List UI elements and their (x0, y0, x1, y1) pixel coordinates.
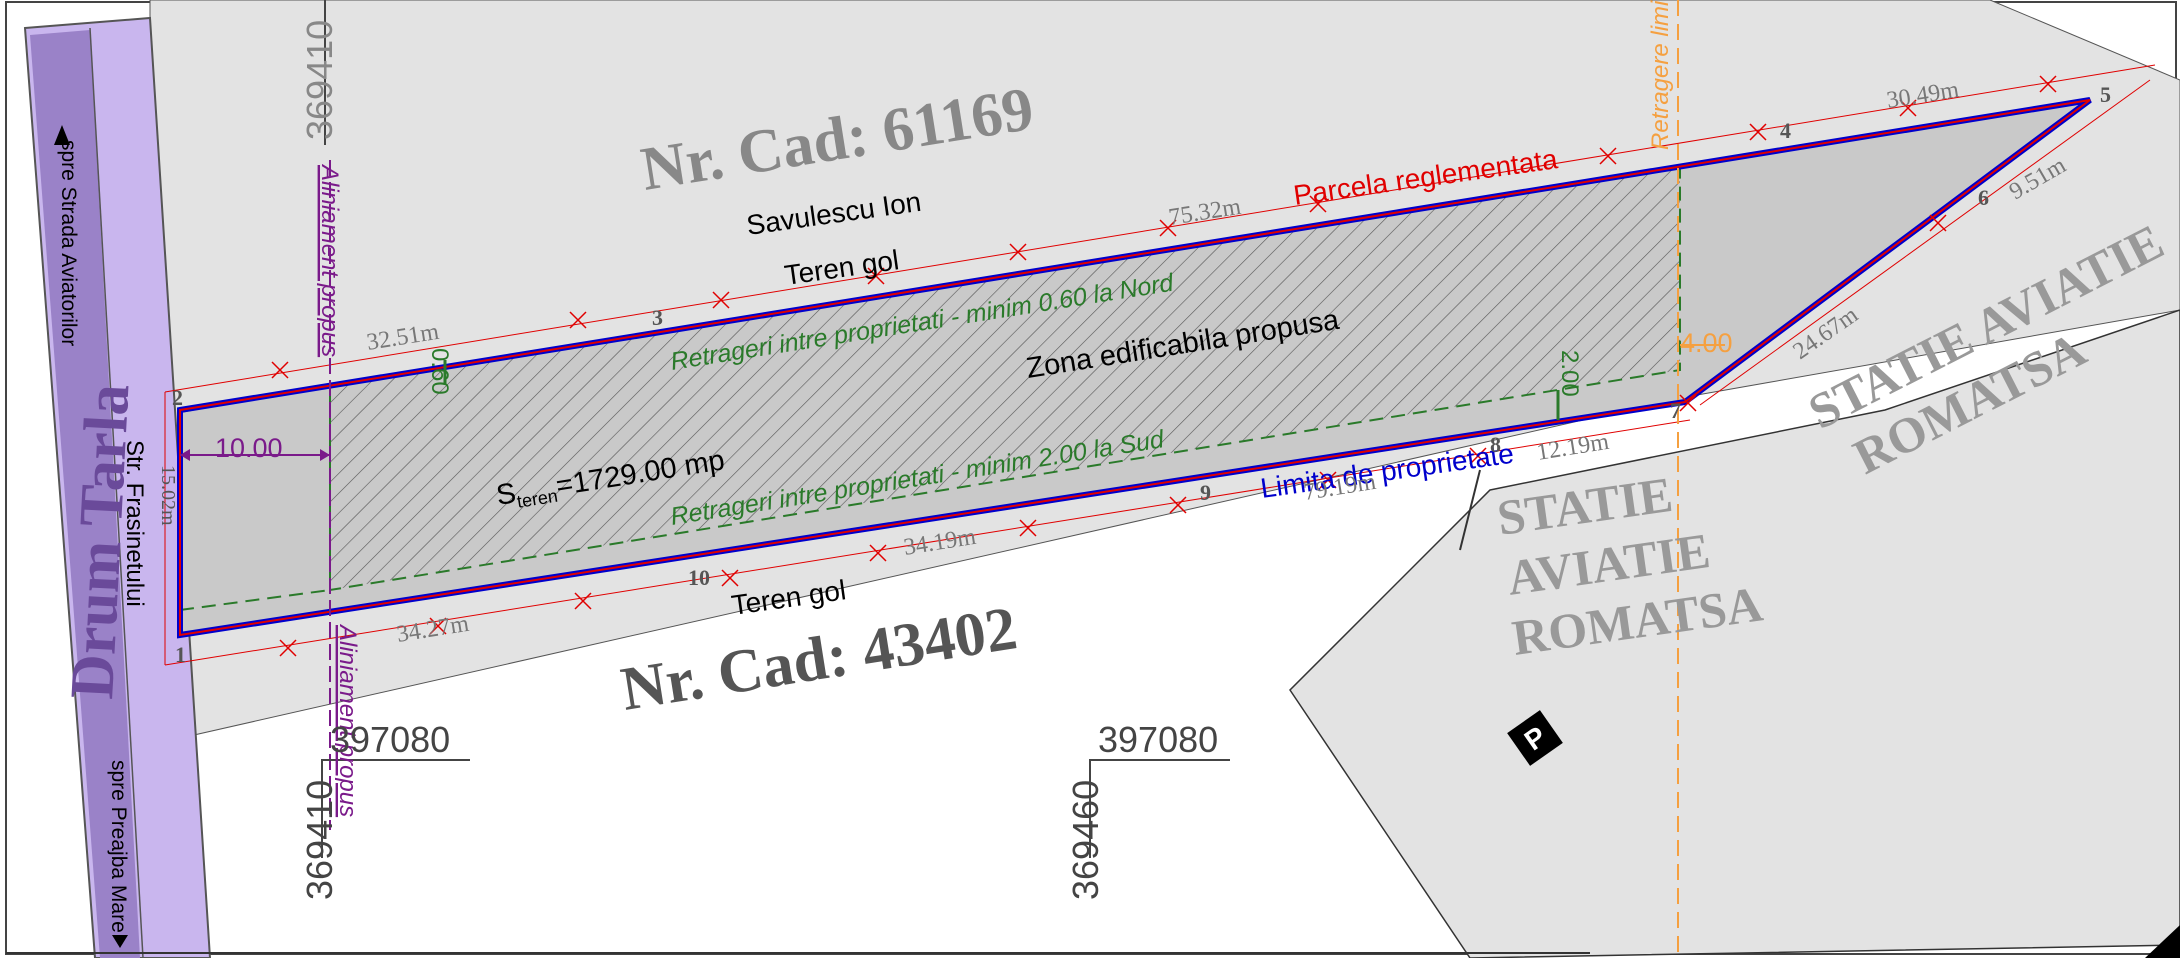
vertex-number: 10 (688, 565, 710, 590)
vertex-number: 4 (1780, 118, 1791, 143)
aliniament-top-label: Aliniament propus (316, 163, 343, 357)
vertex-number: 9 (1200, 480, 1211, 505)
south-setback-value: 2.00 (1556, 350, 1583, 397)
coord-y-bottom-left: 397080 (330, 719, 450, 760)
vertex-number: 6 (1978, 185, 1989, 210)
vertex-number: 5 (2100, 82, 2111, 107)
vertex-number: 7 (1670, 398, 1681, 423)
rear-setback-value: 4.00 (1680, 328, 1733, 358)
street-name: Str. Frasinetului (121, 440, 148, 607)
coord-x-bottom-mid: 369460 (1065, 780, 1106, 900)
road-direction-north: spre Strada Aviatorilor (57, 140, 80, 346)
front-setback-value: 10.00 (215, 433, 283, 463)
front-width-label: 15.02m (157, 465, 179, 526)
vertex-number: 3 (652, 305, 663, 330)
vertex-number: 8 (1490, 432, 1501, 457)
coord-y-bottom-mid: 397080 (1098, 719, 1218, 760)
road-direction-south: spre Preajba Mare (107, 760, 130, 933)
north-setback-value: 0.60 (426, 348, 453, 395)
vertex-number: 2 (172, 385, 183, 410)
retragere-limita-label: Retragere limita (1647, 0, 1674, 150)
vertex-number: 1 (175, 642, 186, 667)
coord-x-top: 369410 (299, 20, 340, 140)
coord-x-bottom-left: 369410 (299, 780, 340, 900)
